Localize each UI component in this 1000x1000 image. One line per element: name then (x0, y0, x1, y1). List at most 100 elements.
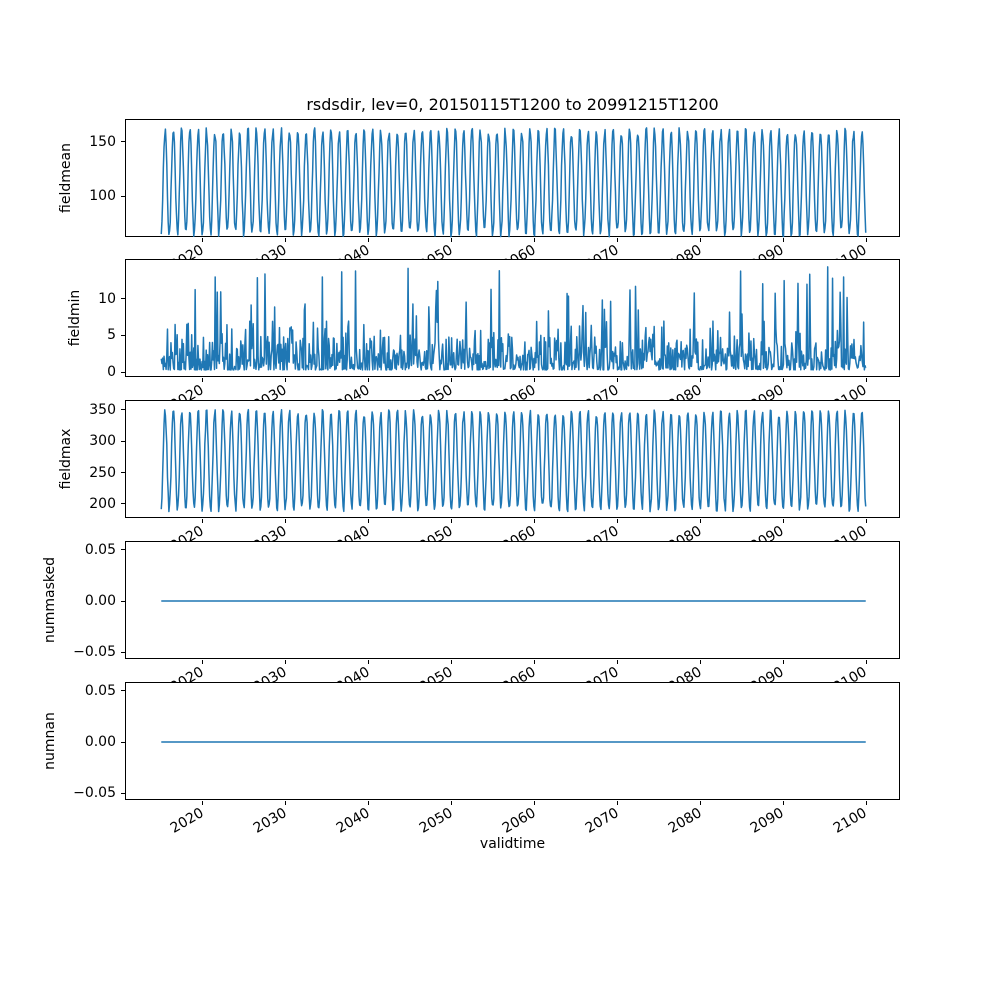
x-tick (201, 519, 203, 523)
x-tick (367, 378, 369, 382)
y-tick-label: 0 (107, 364, 116, 381)
x-tick (450, 238, 452, 242)
y-tick (121, 409, 125, 411)
x-tick (616, 801, 618, 805)
x-tick (284, 660, 286, 664)
y-tick (121, 440, 125, 442)
x-tick-label: 2040 (333, 805, 373, 837)
plot-area-fieldmin (160, 266, 867, 371)
x-tick-label: 2100 (831, 805, 871, 837)
x-tick (450, 801, 452, 805)
plot-area-nummasked (161, 600, 866, 602)
y-axis-label-fieldmin: fieldmin (67, 289, 84, 347)
x-tick (284, 801, 286, 805)
y-tick-label: 0.00 (84, 734, 116, 750)
x-tick (616, 238, 618, 242)
x-tick (533, 238, 535, 242)
x-tick (367, 519, 369, 523)
x-tick (699, 801, 701, 805)
x-tick (865, 660, 867, 664)
x-tick (284, 238, 286, 242)
line-series-fieldmin (160, 266, 867, 371)
x-tick (367, 238, 369, 242)
figure-title: rsdsdir, lev=0, 20150115T1200 to 2099121… (306, 95, 719, 114)
x-tick (782, 238, 784, 242)
x-tick-label: 2080 (665, 805, 705, 837)
y-tick-label: −0.05 (73, 785, 116, 802)
y-tick (121, 195, 125, 197)
x-tick (616, 378, 618, 382)
x-tick (865, 801, 867, 805)
x-tick (782, 801, 784, 805)
x-tick (533, 801, 535, 805)
y-tick (121, 371, 125, 373)
x-tick (782, 378, 784, 382)
y-tick (121, 141, 125, 143)
x-tick-label: 2060 (499, 805, 539, 837)
axes-nummasked: −0.05 0.00 0.05 2020 2030 2040 2050 2060 2070 208… (73, 541, 900, 696)
y-tick-label: −0.05 (73, 644, 116, 661)
y-axis-label-fieldmax: fieldmax (58, 428, 75, 490)
y-tick (121, 503, 125, 505)
y-tick-label: 100 (89, 188, 116, 205)
line-series-fieldmean (160, 127, 867, 238)
x-tick (450, 378, 452, 382)
x-tick (782, 660, 784, 664)
x-tick (699, 378, 701, 382)
y-axis-label-fieldmean: fieldmean (58, 143, 75, 213)
x-tick (616, 660, 618, 664)
x-tick-label: 2090 (748, 805, 788, 837)
x-tick-label: 2050 (416, 805, 456, 837)
x-tick (865, 238, 867, 242)
y-tick (121, 298, 125, 300)
x-tick-label: 2030 (250, 805, 290, 837)
x-axis-label: validtime (479, 836, 546, 852)
y-tick (121, 600, 125, 602)
x-tick (201, 660, 203, 664)
y-axis-label-nummasked: nummasked (42, 556, 59, 644)
x-tick (533, 660, 535, 664)
y-tick-label: 250 (89, 464, 116, 481)
axes-fieldmin: 0 5 10 2020 2030 2040 2050 2060 2070 2080 2090 2100 (98, 259, 900, 414)
x-tick (699, 660, 701, 664)
y-axis-label-numnan: numnan (42, 712, 59, 770)
x-tick (450, 519, 452, 523)
y-tick-label: 0.05 (84, 541, 116, 558)
x-tick (284, 519, 286, 523)
x-tick (616, 519, 618, 523)
y-tick (121, 690, 125, 692)
x-tick (865, 519, 867, 523)
line-series-fieldmax (160, 408, 867, 513)
plot-area-fieldmax (160, 408, 867, 513)
x-tick (699, 519, 701, 523)
x-tick (201, 238, 203, 242)
y-tick-label: 5 (107, 327, 116, 344)
y-tick-label: 0.00 (84, 593, 116, 609)
y-tick-label: 150 (89, 133, 116, 150)
x-tick-label: 2070 (582, 805, 622, 837)
x-tick (699, 238, 701, 242)
x-tick (533, 378, 535, 382)
y-tick (121, 472, 125, 474)
axes-fieldmax: 200 250 300 350 2020 2030 2040 2050 2060 2070 2080… (89, 400, 900, 555)
y-tick-label: 0.05 (84, 682, 116, 699)
x-tick (284, 378, 286, 382)
y-tick (121, 549, 125, 551)
plot-area-fieldmean (160, 127, 867, 238)
y-tick-label: 10 (98, 290, 116, 307)
x-tick (533, 519, 535, 523)
x-tick (450, 660, 452, 664)
y-tick-label: 300 (89, 433, 116, 450)
x-tick (367, 801, 369, 805)
y-tick-label: 200 (89, 495, 116, 512)
y-tick (121, 334, 125, 336)
x-tick (865, 378, 867, 382)
x-tick (201, 801, 203, 805)
y-tick (121, 741, 125, 743)
y-tick-label: 350 (89, 401, 116, 418)
x-tick-label: 2020 (167, 805, 207, 837)
x-tick (367, 660, 369, 664)
axes-fieldmean: 100 150 2020 2030 2040 2050 2060 2070 2080 2090 21… (89, 119, 900, 274)
axes-numnan: −0.05 0.00 0.05 2020 2030 2040 2050 2060 2070 208… (73, 682, 900, 837)
